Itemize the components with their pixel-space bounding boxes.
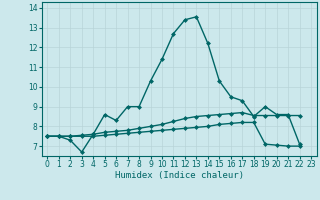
X-axis label: Humidex (Indice chaleur): Humidex (Indice chaleur) (115, 171, 244, 180)
